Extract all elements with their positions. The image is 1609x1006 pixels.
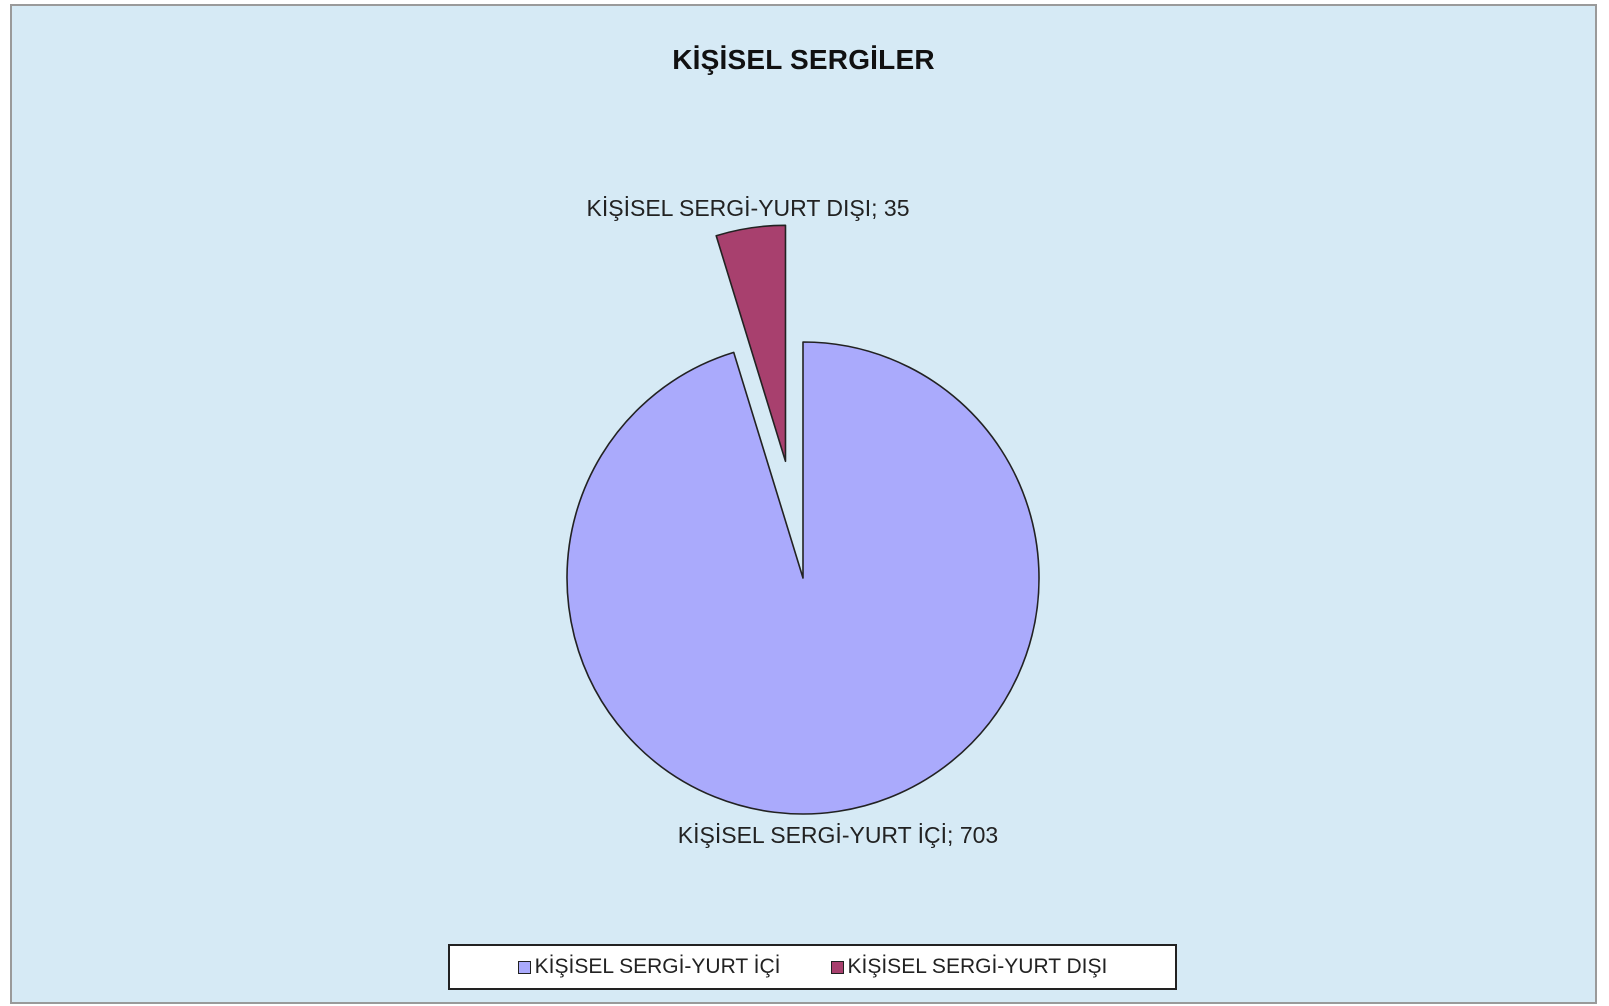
legend-swatch-yurt-disi	[830, 960, 844, 974]
data-label-yurt-disi: KİŞİSEL SERGİ-YURT DIŞI; 35	[587, 195, 910, 221]
pie-slice-yurt-ici	[566, 341, 1040, 815]
legend-item-yurt-ici: KİŞİSEL SERGİ-YURT İÇİ	[517, 955, 781, 979]
legend-swatch-yurt-ici	[517, 960, 531, 974]
legend: KİŞİSEL SERGİ-YURT İÇİ KİŞİSEL SERGİ-YUR…	[448, 944, 1177, 990]
legend-item-yurt-disi: KİŞİSEL SERGİ-YURT DIŞI	[830, 955, 1108, 979]
chart-title: KİŞİSEL SERGİLER	[672, 44, 935, 75]
data-label-yurt-ici: KİŞİSEL SERGİ-YURT İÇİ; 703	[678, 822, 998, 848]
pie-slice-yurt-disi	[715, 224, 787, 463]
chart-area: KİŞİSEL SERGİLER KİŞİSEL SERGİ-YURT İÇİ;…	[10, 4, 1597, 1004]
legend-label-yurt-disi: KİŞİSEL SERGİ-YURT DIŞI	[847, 955, 1108, 978]
legend-label-yurt-ici: KİŞİSEL SERGİ-YURT İÇİ	[534, 955, 781, 978]
pie-chart: KİŞİSEL SERGİ-YURT İÇİ; 703 KİŞİSEL SERGİ…	[566, 195, 1040, 848]
